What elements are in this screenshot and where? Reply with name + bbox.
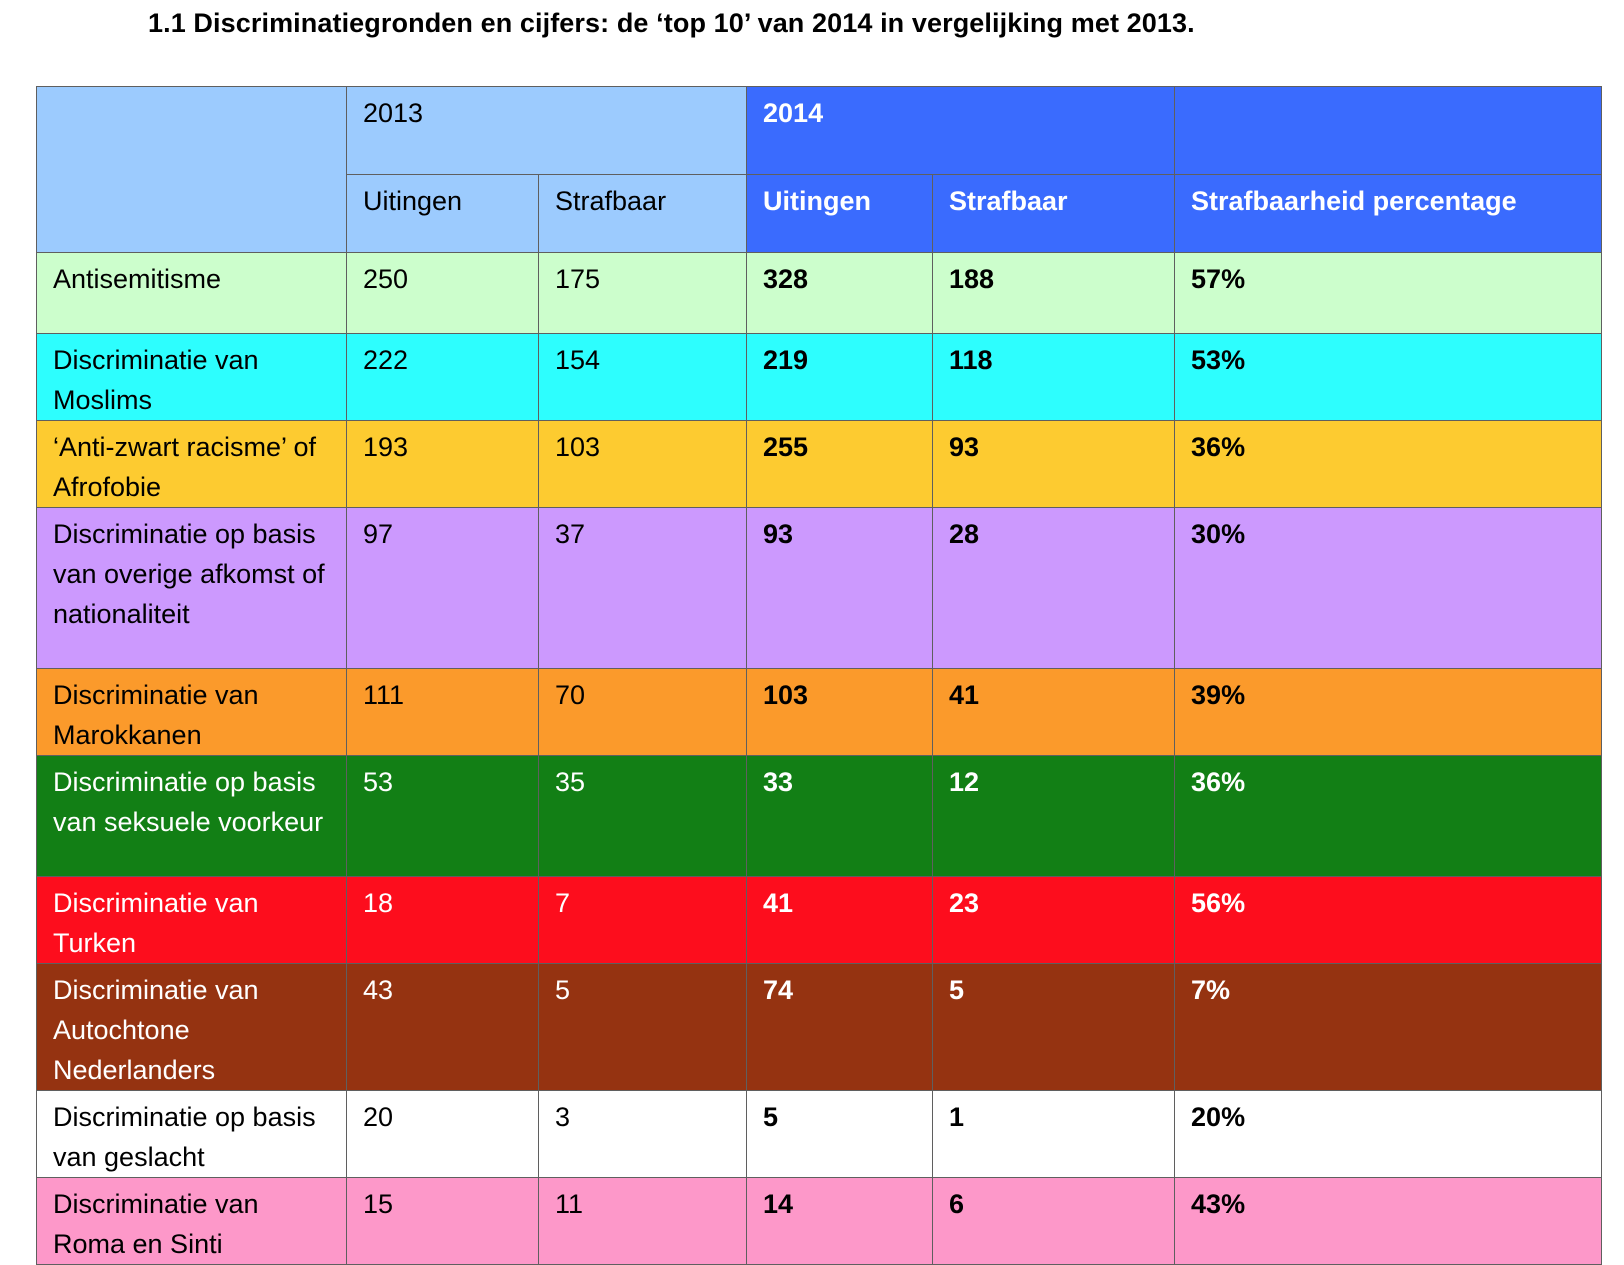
uitingen-2013-cell: 18 (346, 876, 539, 964)
uitingen-2014-cell: 93 (746, 507, 934, 669)
table-row: Antisemitisme 250 175 328 188 57% (36, 252, 1603, 334)
uitingen-2013-cell: 222 (346, 333, 539, 421)
percentage-cell: 36% (1174, 755, 1603, 877)
strafbaar-2013-cell: 11 (537, 1177, 748, 1265)
row-label: Discriminatie op basis van seksuele voor… (36, 755, 347, 877)
table-row: Discriminatie van Autochtone Nederlander… (36, 963, 1603, 1091)
uitingen-2013-cell: 250 (346, 252, 539, 334)
table-row: Discriminatie op basis van geslacht 20 3 5 1… (36, 1090, 1603, 1178)
strafbaar-2013-cell: 35 (537, 755, 748, 877)
uitingen-2014-cell: 328 (746, 252, 934, 334)
percentage-cell: 57% (1174, 252, 1603, 334)
row-label: Discriminatie van Turken (36, 876, 347, 964)
uitingen-2013-cell: 111 (346, 668, 539, 756)
strafbaar-2013-cell: 7 (537, 876, 748, 964)
uitingen-2014-cell: 14 (746, 1177, 934, 1265)
strafbaar-2013-cell: 175 (537, 252, 748, 334)
strafbaar-2014-cell: 1 (932, 1090, 1176, 1178)
header-strafbaar-2014: Strafbaar (932, 174, 1176, 253)
percentage-cell: 30% (1174, 507, 1603, 669)
header-year-2013: 2013 (345, 86, 748, 175)
uitingen-2014-cell: 33 (746, 755, 934, 877)
strafbaar-2013-cell: 5 (537, 963, 748, 1091)
uitingen-2013-cell: 43 (346, 963, 539, 1091)
strafbaar-2013-cell: 154 (537, 333, 748, 421)
table-row: Discriminatie van Marokkanen 111 70 103 41 39… (36, 668, 1603, 756)
table-row: Discriminatie op basis van overige afkom… (36, 507, 1603, 669)
uitingen-2013-cell: 193 (346, 420, 539, 508)
strafbaar-2014-cell: 5 (932, 963, 1176, 1091)
discrimination-table: 2013 2014 Uitingen Strafbaar Uitingen St… (36, 86, 1603, 1265)
strafbaar-2014-cell: 28 (932, 507, 1176, 669)
percentage-cell: 36% (1174, 420, 1603, 508)
table-row: Discriminatie van Roma en Sinti 15 11 14 6 43… (36, 1177, 1603, 1265)
uitingen-2013-cell: 20 (346, 1090, 539, 1178)
header-uitingen-2013: Uitingen (346, 174, 539, 253)
strafbaar-2014-cell: 12 (932, 755, 1176, 877)
uitingen-2013-cell: 97 (346, 507, 539, 669)
percentage-cell: 20% (1174, 1090, 1603, 1178)
uitingen-2014-cell: 41 (746, 876, 934, 964)
row-label: Antisemitisme (36, 252, 347, 334)
strafbaar-2013-cell: 3 (537, 1090, 748, 1178)
row-label: Discriminatie van Moslims (36, 333, 347, 421)
strafbaar-2013-cell: 103 (537, 420, 748, 508)
header-year-2014: 2014 (746, 86, 1176, 175)
strafbaar-2014-cell: 6 (932, 1177, 1176, 1265)
uitingen-2013-cell: 53 (346, 755, 539, 877)
uitingen-2014-cell: 103 (746, 668, 934, 756)
table-row: ‘Anti-zwart racisme’ of Afrofobie 193 103 2… (36, 420, 1603, 508)
strafbaar-2014-cell: 23 (932, 876, 1176, 964)
uitingen-2013-cell: 15 (346, 1177, 539, 1265)
strafbaar-2013-cell: 37 (537, 507, 748, 669)
row-label: ‘Anti-zwart racisme’ of Afrofobie (36, 420, 347, 508)
uitingen-2014-cell: 219 (746, 333, 934, 421)
header-uitingen-2014: Uitingen (746, 174, 934, 253)
row-label: Discriminatie van Roma en Sinti (36, 1177, 347, 1265)
row-label: Discriminatie op basis van geslacht (36, 1090, 347, 1178)
header-percentage: Strafbaarheid percentage (1174, 174, 1603, 253)
header-empty-cell (36, 86, 347, 253)
page-title: 1.1 Discriminatiegronden en cijfers: de … (148, 8, 1195, 38)
strafbaar-2014-cell: 41 (932, 668, 1176, 756)
header-row-columns: Uitingen Strafbaar Uitingen Strafbaar St… (37, 174, 1603, 253)
row-label: Discriminatie van Autochtone Nederlander… (36, 963, 347, 1091)
row-label: Discriminatie op basis van overige afkom… (36, 507, 347, 669)
percentage-cell: 43% (1174, 1177, 1603, 1265)
uitingen-2014-cell: 74 (746, 963, 934, 1091)
percentage-cell: 7% (1174, 963, 1603, 1091)
uitingen-2014-cell: 255 (746, 420, 934, 508)
header-strafbaar-2013: Strafbaar (537, 174, 748, 253)
table-body: 2013 2014 Uitingen Strafbaar Uitingen St… (36, 86, 1603, 1265)
table-row: Discriminatie op basis van seksuele voor… (36, 755, 1603, 877)
header-blank-cell (1174, 86, 1603, 175)
percentage-cell: 53% (1174, 333, 1603, 421)
row-label: Discriminatie van Marokkanen (36, 668, 347, 756)
header-row-years: 2013 2014 (36, 86, 1603, 253)
table-row: Discriminatie van Moslims 222 154 219 118 53% (36, 333, 1603, 421)
strafbaar-2014-cell: 188 (932, 252, 1176, 334)
strafbaar-2014-cell: 93 (932, 420, 1176, 508)
strafbaar-2013-cell: 70 (537, 668, 748, 756)
percentage-cell: 39% (1174, 668, 1603, 756)
uitingen-2014-cell: 5 (746, 1090, 934, 1178)
strafbaar-2014-cell: 118 (932, 333, 1176, 421)
table-row: Discriminatie van Turken 18 7 41 23 56% (36, 876, 1603, 964)
percentage-cell: 56% (1174, 876, 1603, 964)
